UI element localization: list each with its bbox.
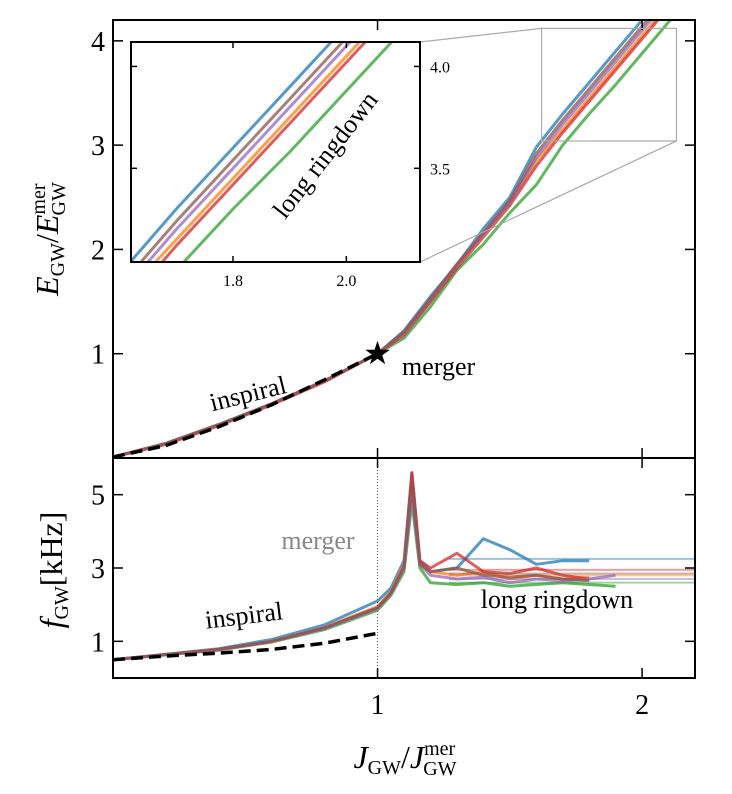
reference-line <box>113 631 378 662</box>
y-tick-label: 3 <box>91 554 105 585</box>
y-tick-label: 3.5 <box>430 161 450 178</box>
y-tick-label: 4.0 <box>430 59 450 76</box>
zoom-box <box>540 27 678 142</box>
x-axis-label: JGW/Jmer GW <box>353 738 456 780</box>
merger-marker <box>365 340 390 365</box>
series-line <box>113 482 590 662</box>
y-tick-label: 1 <box>91 340 105 371</box>
y-tick-label: 2 <box>91 235 105 266</box>
annotation: merger <box>402 352 475 381</box>
inset-background <box>131 42 420 262</box>
y-tick-label: 4 <box>91 27 105 58</box>
reference-line <box>113 352 379 458</box>
bottom-panel: 1 2 1 3 5 <box>91 457 696 721</box>
series-line <box>113 471 590 662</box>
plot-area <box>131 42 394 262</box>
series-line <box>146 42 353 262</box>
axes-frame <box>130 41 421 263</box>
main-panel: 1 2 3 4 <box>91 19 696 459</box>
annotation: inspiral <box>203 596 284 634</box>
y-tick-label: 5 <box>91 481 105 512</box>
annotation: inspiral <box>207 370 290 417</box>
x-tick-label: 1 <box>371 690 385 721</box>
zoom-connector <box>419 27 542 43</box>
series-line <box>181 42 394 262</box>
x-tick-label: 2 <box>635 690 649 721</box>
series-line <box>113 20 650 458</box>
annotation: merger <box>281 526 354 555</box>
series-line <box>131 42 334 262</box>
x-tick-label: 1.8 <box>223 273 243 290</box>
annotation: long ringdown <box>481 585 633 614</box>
series-line <box>113 471 590 662</box>
zoom-connector <box>419 140 677 263</box>
series-line <box>160 42 368 262</box>
y-axis-label: EGW/EmerGW <box>28 182 70 297</box>
x-tick-label: 2.0 <box>336 273 356 290</box>
plot-area <box>113 471 695 662</box>
y-tick-label: 1 <box>91 627 105 658</box>
series-line <box>138 42 345 262</box>
y-axis-label: fGW[kHz] <box>33 512 73 629</box>
y-tick-label: 3 <box>91 131 105 162</box>
series-line <box>153 42 362 262</box>
inset-panel: 1.8 2.0 3.5 4.0 <box>130 27 678 290</box>
plot-area <box>113 20 673 458</box>
